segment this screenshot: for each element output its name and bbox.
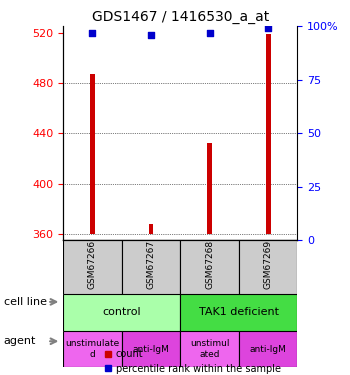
Text: GSM67267: GSM67267 [146,240,155,289]
Point [207,30,212,36]
FancyBboxPatch shape [63,294,180,331]
FancyBboxPatch shape [180,331,239,368]
Bar [149,224,153,234]
FancyBboxPatch shape [239,240,298,294]
FancyBboxPatch shape [180,294,298,331]
Text: unstimulate
d: unstimulate d [65,339,119,359]
Text: cell line: cell line [4,297,47,307]
Title: GDS1467 / 1416530_a_at: GDS1467 / 1416530_a_at [92,10,269,24]
FancyBboxPatch shape [63,331,122,368]
Point [90,30,95,36]
Text: GSM67266: GSM67266 [88,240,97,289]
Point [148,32,154,38]
Text: agent: agent [4,336,36,346]
Text: TAK1 deficient: TAK1 deficient [199,307,279,317]
FancyBboxPatch shape [239,331,298,368]
Point [265,26,271,32]
Text: unstimul
ated: unstimul ated [190,339,229,359]
Text: GSM67268: GSM67268 [205,240,214,289]
FancyBboxPatch shape [122,331,180,368]
Bar [207,143,212,234]
Legend: count, percentile rank within the sample: count, percentile rank within the sample [104,349,281,374]
FancyBboxPatch shape [180,240,239,294]
Text: control: control [102,307,141,317]
Bar [266,34,271,234]
Text: anti-IgM: anti-IgM [133,345,169,354]
Text: anti-IgM: anti-IgM [250,345,287,354]
Text: GSM67269: GSM67269 [264,240,273,289]
FancyBboxPatch shape [63,240,122,294]
FancyBboxPatch shape [122,240,180,294]
Bar [90,74,94,234]
